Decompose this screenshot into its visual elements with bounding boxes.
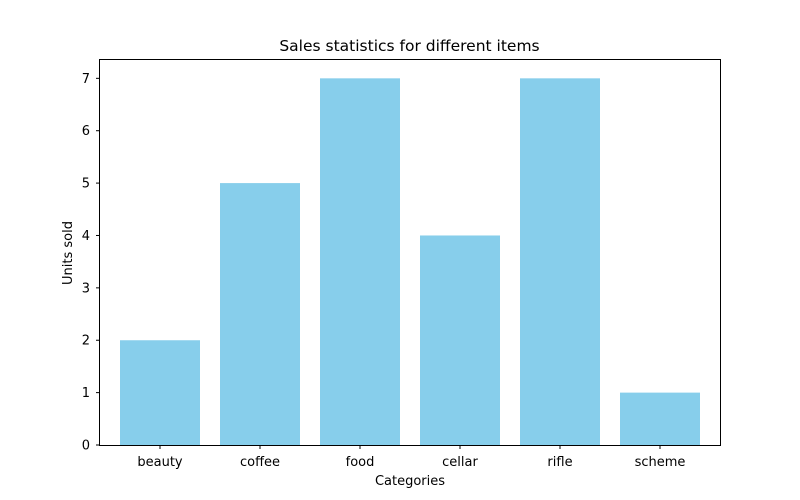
chart-title: Sales statistics for different items bbox=[279, 37, 539, 55]
y-tick-label: 5 bbox=[82, 177, 90, 192]
x-axis-ticks: beauty coffee food cellar rifle scheme bbox=[137, 445, 685, 470]
x-tick-label: rifle bbox=[547, 455, 572, 470]
x-tick-label: beauty bbox=[137, 455, 183, 470]
bar-scheme bbox=[620, 392, 700, 445]
bar-rifle bbox=[520, 78, 600, 445]
bars-group bbox=[120, 78, 700, 445]
y-tick-label: 6 bbox=[82, 124, 90, 139]
y-tick-label: 3 bbox=[82, 281, 90, 296]
x-axis-label: Categories bbox=[375, 474, 445, 489]
y-axis-ticks: 0 1 2 3 4 5 6 7 bbox=[82, 72, 100, 454]
y-tick-label: 2 bbox=[82, 334, 90, 349]
y-axis-label: Units sold bbox=[61, 221, 76, 285]
y-tick-label: 0 bbox=[82, 439, 90, 454]
y-tick-label: 4 bbox=[82, 229, 90, 244]
x-tick-label: food bbox=[346, 455, 375, 470]
bar-food bbox=[320, 78, 400, 445]
bar-cellar bbox=[420, 235, 500, 445]
x-tick-label: cellar bbox=[442, 455, 478, 470]
plot-frame bbox=[99, 59, 721, 446]
x-tick-label: scheme bbox=[635, 455, 686, 470]
bar-beauty bbox=[120, 340, 200, 445]
x-tick-label: coffee bbox=[240, 455, 280, 470]
y-tick-label: 1 bbox=[82, 386, 90, 401]
bar-coffee bbox=[220, 183, 300, 445]
y-tick-label: 7 bbox=[82, 72, 90, 87]
